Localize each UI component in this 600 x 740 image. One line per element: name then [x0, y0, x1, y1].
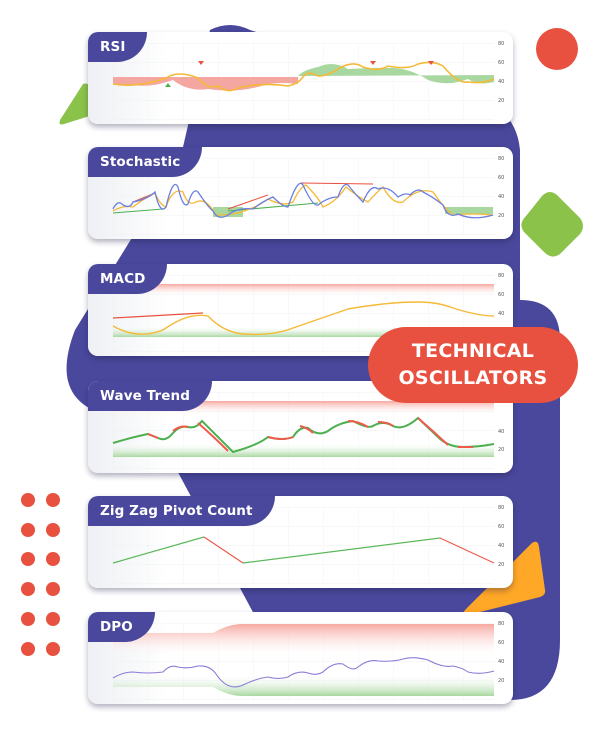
badge-line-1: TECHNICAL [411, 340, 535, 362]
svg-text:40: 40 [498, 79, 504, 85]
wave-trend-card: Wave Trend 40 20 [88, 381, 513, 473]
svg-text:60: 60 [498, 640, 504, 646]
stochastic-chart: 80 60 40 20 [112, 156, 504, 236]
svg-text:40: 40 [498, 659, 504, 665]
svg-text:40: 40 [498, 311, 504, 317]
rsi-card: RSI 80 60 40 20 [88, 32, 513, 124]
svg-text:20: 20 [498, 447, 504, 453]
svg-text:20: 20 [498, 98, 504, 104]
svg-text:60: 60 [498, 292, 504, 298]
stochastic-title: Stochastic [88, 147, 203, 177]
svg-text:40: 40 [498, 543, 504, 549]
red-circle-icon [536, 28, 578, 70]
svg-text:60: 60 [498, 60, 504, 66]
svg-text:20: 20 [498, 562, 504, 568]
svg-text:80: 80 [498, 621, 504, 627]
svg-text:80: 80 [498, 505, 504, 511]
svg-text:20: 20 [498, 213, 504, 219]
rsi-chart: 80 60 40 20 [112, 41, 504, 121]
green-diamond-icon [521, 192, 583, 257]
wave-trend-title: Wave Trend [88, 381, 212, 411]
svg-text:40: 40 [498, 194, 504, 200]
zig-zag-card: Zig Zag Pivot Count 80 60 40 20 [88, 496, 513, 588]
dpo-card: DPO 80 60 40 20 [88, 612, 513, 704]
badge-line-2: OSCILLATORS [398, 367, 548, 389]
svg-text:20: 20 [498, 678, 504, 684]
dpo-chart: 80 60 40 20 [112, 621, 504, 701]
stochastic-card: Stochastic 80 60 40 20 [88, 147, 513, 239]
svg-text:80: 80 [498, 273, 504, 279]
technical-oscillators-badge: TECHNICAL OSCILLATORS [368, 327, 578, 403]
svg-text:40: 40 [498, 429, 504, 435]
svg-text:80: 80 [498, 41, 504, 47]
zig-zag-title: Zig Zag Pivot Count [88, 496, 275, 526]
svg-text:80: 80 [498, 156, 504, 162]
svg-text:60: 60 [498, 175, 504, 181]
svg-text:60: 60 [498, 524, 504, 530]
